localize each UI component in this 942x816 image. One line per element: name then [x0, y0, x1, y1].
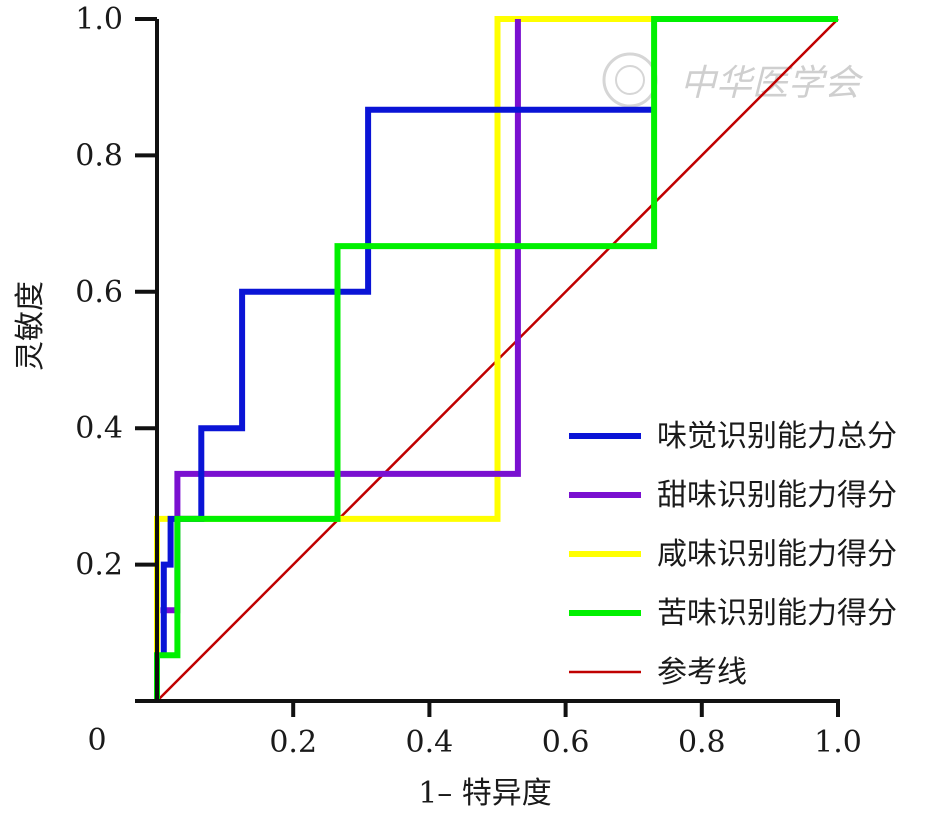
axes	[135, 19, 840, 703]
legend-label-0: 味觉识别能力总分	[657, 419, 897, 454]
legend-label-1: 甜味识别能力得分	[657, 478, 897, 513]
x-axis-title: 1– 特异度	[418, 776, 552, 811]
x-tick-label-0: 0.2	[269, 725, 317, 760]
legend-label-3: 苦味识别能力得分	[657, 596, 897, 631]
y-tick-label-2: 0.6	[75, 275, 123, 310]
y-tick-label-0: 0.2	[75, 548, 123, 583]
watermark-seal-icon	[602, 52, 658, 108]
x-tick-label-1: 0.4	[406, 725, 454, 760]
x-tick-label-3: 0.8	[678, 725, 726, 760]
watermark-seal-inner-icon	[615, 65, 645, 95]
ticks: 0.2 0.4 0.6 0.8 1.0 0.2 0.4 0.6 0.8 1.0	[75, 2, 862, 760]
x-tick-label-2: 0.6	[542, 725, 590, 760]
legend-label-4: 参考线	[657, 655, 747, 690]
legend-label-2: 咸味识别能力得分	[657, 537, 897, 572]
y-tick-label-1: 0.4	[75, 411, 123, 446]
y-tick-label-4: 1.0	[75, 2, 123, 37]
y-tick-label-3: 0.8	[75, 138, 123, 173]
series-line-3	[154, 16, 838, 701]
series-line-2	[154, 16, 655, 701]
origin-label: 0	[87, 723, 106, 758]
y-axis-title: 灵敏度	[13, 281, 48, 371]
watermark: 中华医学会	[602, 52, 864, 108]
series-line-1	[160, 19, 521, 614]
series-line-0	[160, 106, 655, 656]
x-tick-label-4: 1.0	[814, 725, 862, 760]
